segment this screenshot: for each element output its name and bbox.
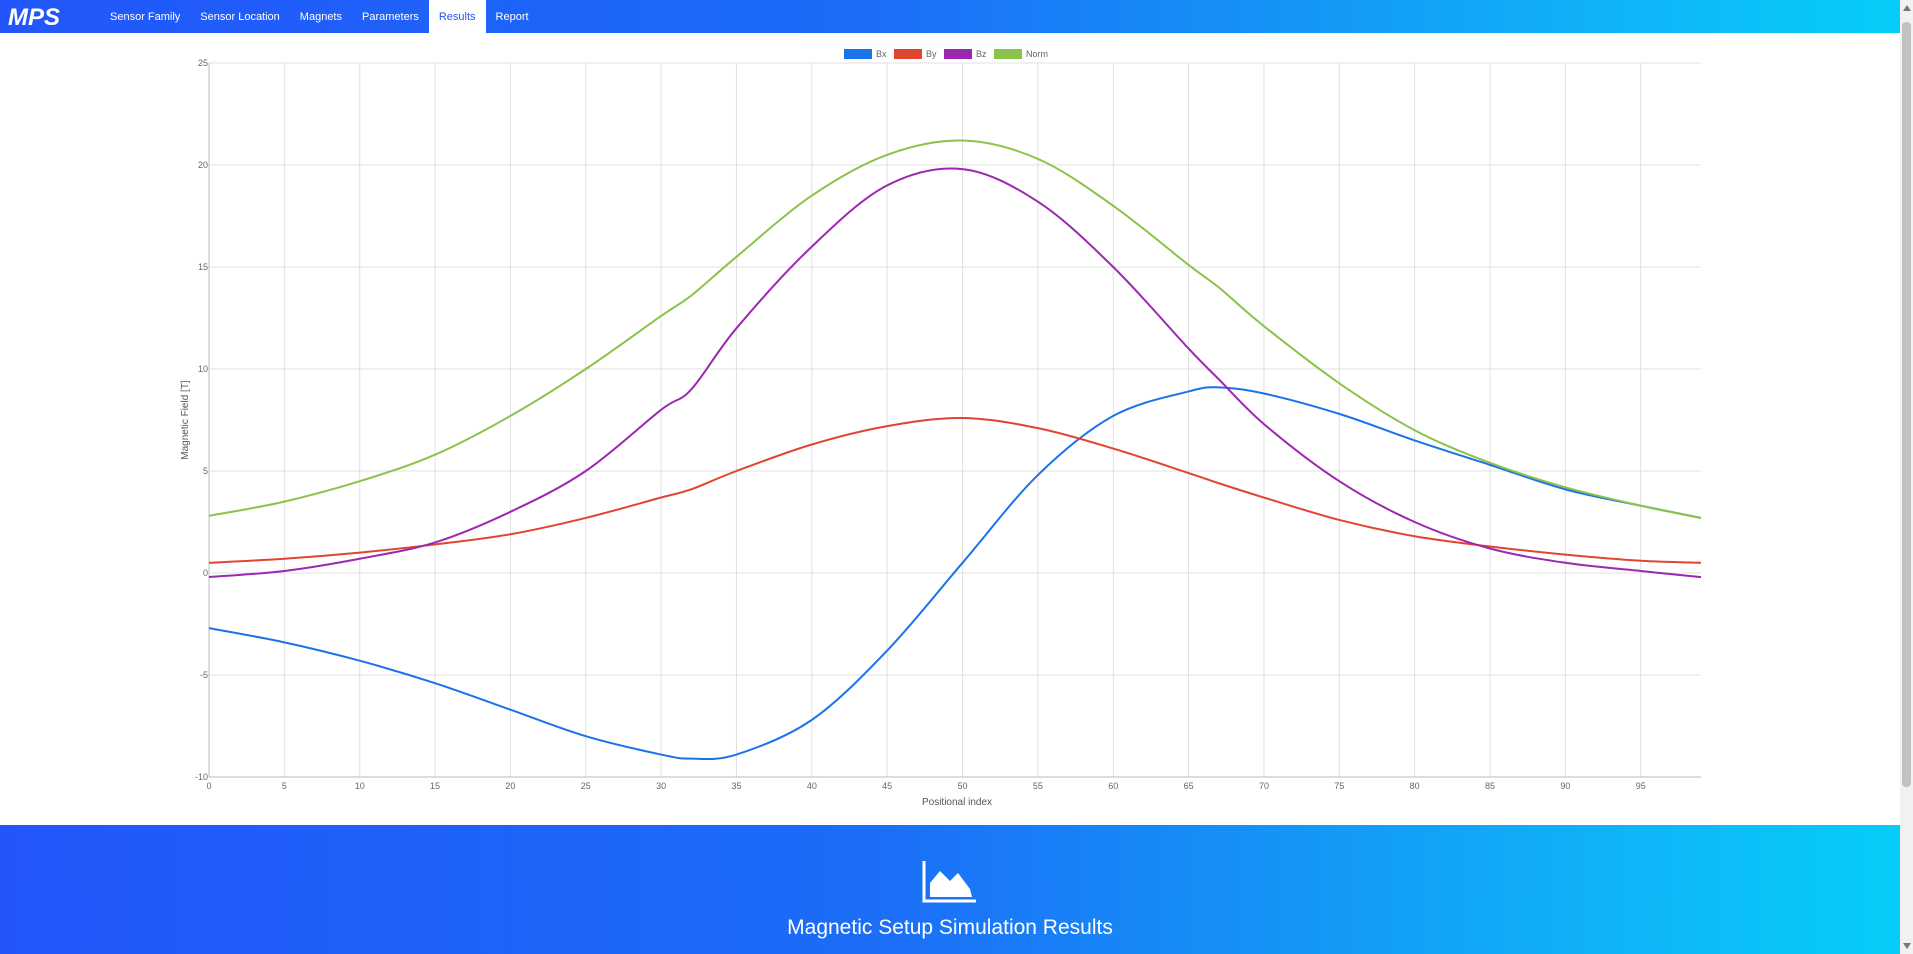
mps-logo[interactable]: MPS — [0, 0, 94, 33]
y-axis-title: Magnetic Field [T] — [180, 380, 191, 460]
nav-parameters[interactable]: Parameters — [362, 10, 419, 23]
results-footer-banner: Magnetic Setup Simulation Results — [0, 825, 1900, 954]
main-nav: Sensor Family Sensor Location Magnets Pa… — [100, 0, 539, 33]
x-tick-label: 80 — [1410, 781, 1420, 791]
legend-swatch-norm — [994, 49, 1022, 59]
scroll-down-arrow-icon[interactable] — [1903, 943, 1911, 949]
legend-label-norm: Norm — [1026, 49, 1048, 59]
footer-title: Magnetic Setup Simulation Results — [787, 916, 1113, 939]
legend-label-bx: Bx — [876, 49, 887, 59]
nav-sensor-location[interactable]: Sensor Location — [200, 10, 280, 23]
area-chart-icon — [922, 861, 976, 903]
top-navbar: MPS Sensor Family Sensor Location Magnet… — [0, 0, 1900, 33]
x-tick-label: 40 — [807, 781, 817, 791]
y-tick-label: 15 — [198, 262, 208, 272]
x-tick-label: 65 — [1184, 781, 1194, 791]
y-tick-label: 0 — [203, 568, 208, 578]
mps-logo-mark: MPS — [8, 6, 60, 28]
x-tick-label: 10 — [355, 781, 365, 791]
x-tick-label: 55 — [1033, 781, 1043, 791]
x-tick-label: 50 — [958, 781, 968, 791]
y-tick-label: 20 — [198, 160, 208, 170]
x-tick-label: 70 — [1259, 781, 1269, 791]
legend-swatch-by — [894, 49, 922, 59]
x-tick-label: 30 — [656, 781, 666, 791]
y-tick-label: -5 — [200, 670, 208, 680]
results-chart-area: 0 5 10 15 20 25 30 35 40 45 50 55 60 65 70 75 80 85 90 95 -1… — [0, 33, 1900, 825]
x-tick-label: 0 — [206, 781, 211, 791]
legend-label-bz: Bz — [976, 49, 987, 59]
scroll-thumb[interactable] — [1902, 22, 1911, 787]
x-tick-label: 15 — [430, 781, 440, 791]
x-tick-label: 90 — [1560, 781, 1570, 791]
x-tick-label: 25 — [581, 781, 591, 791]
legend-swatch-bx — [844, 49, 872, 59]
nav-sensor-family[interactable]: Sensor Family — [110, 10, 181, 23]
y-tick-label: 5 — [203, 466, 208, 476]
x-tick-label: 20 — [505, 781, 515, 791]
x-tick-label: 95 — [1636, 781, 1646, 791]
x-tick-label: 60 — [1108, 781, 1118, 791]
x-tick-label: 75 — [1334, 781, 1344, 791]
series-line-norm — [208, 139, 1702, 519]
nav-report[interactable]: Report — [495, 10, 529, 23]
legend-label-by: By — [926, 49, 937, 59]
nav-magnets[interactable]: Magnets — [299, 10, 342, 23]
y-tick-label: -10 — [195, 772, 208, 782]
vertical-scrollbar[interactable] — [1900, 0, 1913, 954]
x-axis-title: Positional index — [922, 797, 992, 808]
x-tick-label: 5 — [282, 781, 287, 791]
series-line-by — [208, 416, 1702, 564]
x-tick-label: 85 — [1485, 781, 1495, 791]
series-line-bx — [208, 386, 1702, 761]
y-tick-label: 10 — [198, 364, 208, 374]
nav-results[interactable]: Results — [428, 0, 486, 33]
x-tick-label: 35 — [731, 781, 741, 791]
x-tick-label: 45 — [882, 781, 892, 791]
y-tick-label: 25 — [198, 58, 208, 68]
scroll-up-arrow-icon[interactable] — [1903, 5, 1911, 11]
logo-text: MPS — [8, 6, 60, 28]
legend-swatch-bz — [944, 49, 972, 59]
series-line-bz — [208, 167, 1702, 579]
magnetic-field-chart: 0 5 10 15 20 25 30 35 40 45 50 55 60 65 70 75 80 85 90 95-1… — [180, 49, 1702, 808]
